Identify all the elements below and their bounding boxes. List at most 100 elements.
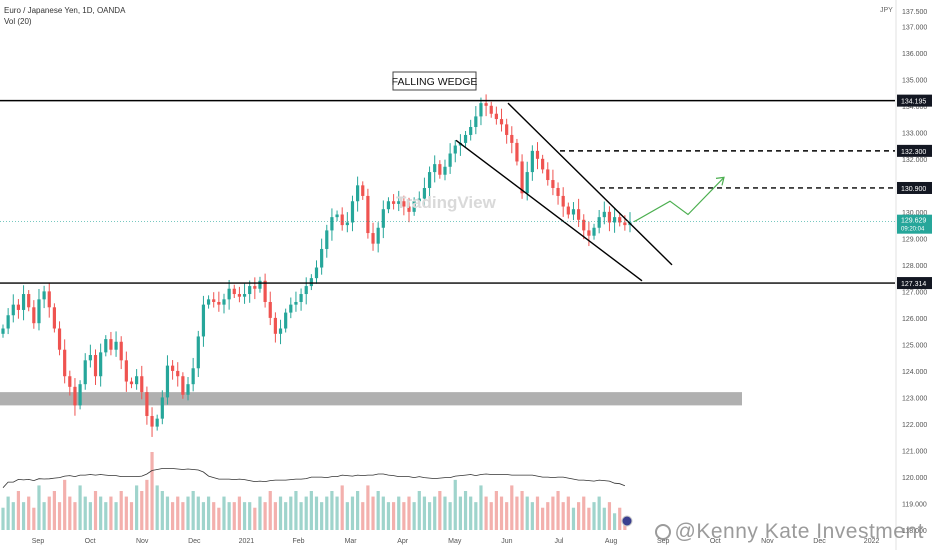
y-tick-label: 135.000 bbox=[902, 77, 927, 84]
x-tick-label: Dec bbox=[188, 538, 201, 545]
profile-icon bbox=[654, 524, 671, 540]
volume-bar bbox=[474, 502, 478, 530]
volume-bar bbox=[237, 496, 242, 530]
y-tick-label: 123.000 bbox=[902, 395, 927, 402]
candle-body bbox=[27, 294, 31, 308]
volume-bar bbox=[294, 491, 298, 530]
candle-body bbox=[535, 150, 540, 159]
candle-body bbox=[119, 341, 123, 361]
symbol-line[interactable]: Euro / Japanese Yen, 1D, OANDA bbox=[4, 6, 126, 15]
candle-body bbox=[150, 415, 154, 427]
volume-bar bbox=[135, 485, 139, 530]
volume-bar bbox=[145, 479, 149, 530]
candle-body bbox=[16, 304, 21, 310]
candle-body bbox=[304, 286, 308, 295]
candle-body bbox=[1, 328, 5, 334]
volume-bar bbox=[340, 485, 344, 530]
volume-bar bbox=[546, 502, 550, 530]
candle-body bbox=[6, 315, 10, 329]
candle-body bbox=[325, 230, 329, 249]
title-box bbox=[392, 71, 477, 91]
candle-body bbox=[541, 158, 545, 170]
x-tick-label: Apr bbox=[397, 538, 409, 545]
candle-body bbox=[402, 201, 406, 207]
volume-bar bbox=[181, 502, 185, 530]
price-level-badge bbox=[897, 277, 932, 290]
volume-bar bbox=[556, 491, 560, 530]
volume-bar bbox=[83, 496, 87, 530]
volume-bar bbox=[191, 491, 195, 530]
volume-bar bbox=[469, 496, 473, 530]
candle-body bbox=[129, 381, 134, 385]
volume-bar bbox=[587, 507, 591, 530]
candle-body bbox=[248, 286, 252, 295]
current-price-badge bbox=[897, 214, 932, 234]
volume-bar bbox=[607, 502, 612, 530]
volume-bar bbox=[232, 502, 236, 530]
countdown-label: 09:20:04 bbox=[901, 227, 925, 233]
support-zone bbox=[0, 392, 742, 406]
candle-body bbox=[253, 286, 257, 289]
price-level-label: 132.300 bbox=[901, 149, 926, 156]
candle-body bbox=[618, 217, 622, 223]
candle-body bbox=[469, 127, 473, 135]
candle-body bbox=[268, 301, 272, 318]
candle-body bbox=[135, 376, 139, 385]
volume-bar bbox=[561, 502, 565, 530]
volume-bar bbox=[376, 491, 380, 530]
volume-bar bbox=[391, 502, 396, 530]
y-tick-label: 118.000 bbox=[902, 528, 927, 535]
volume-bar bbox=[366, 485, 370, 530]
candle-body bbox=[515, 142, 519, 162]
candle-body bbox=[551, 180, 555, 188]
y-tick-label: 133.000 bbox=[902, 130, 927, 137]
candle-body bbox=[386, 201, 391, 210]
candle-body bbox=[258, 280, 262, 289]
volume-bar bbox=[217, 507, 221, 530]
volume-bar bbox=[27, 496, 31, 530]
volume-bar bbox=[582, 496, 586, 530]
candle-body bbox=[52, 307, 56, 329]
volume-bar bbox=[386, 502, 391, 530]
volume-bar bbox=[489, 502, 493, 530]
candle-body bbox=[350, 201, 355, 223]
volume-bar bbox=[530, 502, 534, 530]
volume-bar bbox=[397, 496, 401, 530]
candle-body bbox=[427, 172, 432, 188]
volume-line[interactable]: Vol (20) bbox=[4, 17, 32, 26]
wedge-upper-line bbox=[507, 102, 673, 266]
candle-body bbox=[577, 209, 581, 220]
volume-bar bbox=[165, 496, 170, 530]
candle-body bbox=[160, 397, 164, 419]
volume-bar bbox=[304, 496, 308, 530]
candle-body bbox=[88, 355, 92, 361]
volume-bar bbox=[150, 452, 154, 530]
volume-bar bbox=[242, 502, 247, 530]
candle-body bbox=[212, 299, 216, 302]
candle-body bbox=[284, 312, 288, 329]
volume-bar bbox=[278, 496, 283, 530]
candle-body bbox=[587, 230, 591, 236]
volume-bar bbox=[577, 502, 581, 530]
volume-bar bbox=[227, 502, 231, 530]
volume-bar bbox=[453, 479, 457, 530]
volume-ma-line bbox=[2, 468, 626, 488]
volume-bar bbox=[350, 496, 355, 530]
candle-body bbox=[170, 365, 175, 371]
candle-body bbox=[57, 328, 62, 350]
volume-bar bbox=[68, 496, 72, 530]
volume-bar bbox=[427, 502, 432, 530]
volume-bar bbox=[206, 496, 211, 530]
y-tick-label: 130.000 bbox=[902, 210, 927, 217]
candle-body bbox=[42, 291, 46, 300]
volume-bar bbox=[479, 485, 483, 530]
candle-body bbox=[566, 206, 570, 215]
x-tick-label: Oct bbox=[85, 538, 96, 545]
candle-body bbox=[474, 116, 478, 128]
volume-bar bbox=[78, 485, 82, 530]
y-tick-label: 121.000 bbox=[902, 448, 927, 455]
candle-body bbox=[104, 339, 108, 353]
volume-bar bbox=[212, 502, 216, 530]
y-tick-label: 125.000 bbox=[902, 342, 927, 349]
y-tick-label: 127.000 bbox=[902, 289, 927, 296]
